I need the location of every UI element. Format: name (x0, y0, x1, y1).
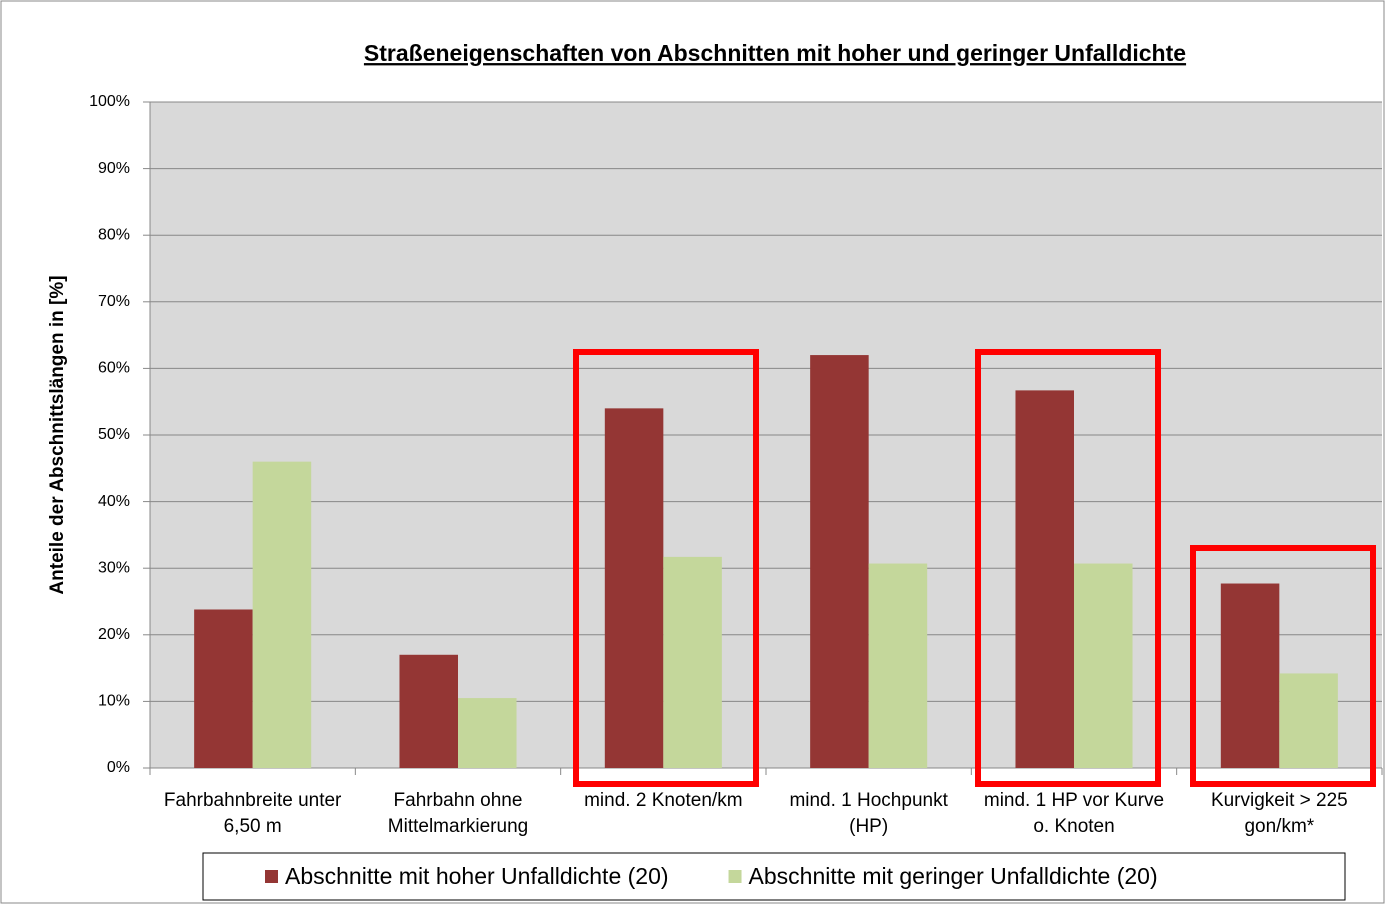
chart-title: Straßeneigenschaften von Abschnitten mit… (364, 40, 1186, 66)
legend-label: Abschnitte mit hoher Unfalldichte (20) (285, 863, 669, 889)
plot (143, 101, 1383, 775)
y-tick-label: 20% (98, 626, 130, 643)
bar (399, 654, 458, 768)
bar (868, 563, 928, 768)
legend-swatch (728, 870, 742, 883)
bar (810, 355, 869, 768)
bar (604, 408, 664, 768)
y-tick-label: 30% (98, 559, 130, 576)
legend-swatch (265, 870, 278, 883)
y-axis-label: Anteile der Abschnittslängen in [%] (47, 275, 68, 594)
y-tick-label: 40% (98, 493, 130, 510)
y-tick-label: 50% (98, 426, 130, 443)
bar (1220, 583, 1280, 768)
bar (663, 556, 722, 768)
bar (252, 461, 312, 768)
x-tick-label: Fahrbahnbreite unter 6,50 m (163, 790, 342, 837)
bar (1279, 673, 1338, 768)
y-tick-label: 60% (98, 360, 130, 377)
x-tick-label: mind. 2 Knoten/km (584, 790, 743, 811)
x-tick-label: mind. 1 Hochpunkt (HP) (789, 790, 948, 837)
y-tick-label: 10% (98, 693, 130, 710)
x-tick-label: mind. 1 HP vor Kurve o. Knoten (983, 790, 1165, 837)
y-tick-label: 70% (98, 293, 130, 310)
bar (194, 609, 253, 768)
y-tick-label: 100% (89, 93, 130, 110)
legend (202, 852, 1346, 901)
bar (1015, 390, 1074, 768)
y-tick-label: 80% (98, 226, 130, 243)
highlight-box (1190, 545, 1376, 787)
legend-label: Abschnitte mit geringer Unfalldichte (20… (749, 863, 1158, 889)
x-tick-label: Fahrbahn ohne Mittelmarkierung (387, 790, 529, 837)
x-tick-label: Kurvigkeit > 225 gon/km* (1210, 790, 1348, 837)
y-tick-label: 0% (107, 759, 130, 776)
highlight-box (975, 349, 1161, 787)
bar (1074, 563, 1133, 768)
bar (458, 698, 517, 768)
highlight-box (573, 349, 759, 787)
y-tick-label: 90% (98, 160, 130, 177)
